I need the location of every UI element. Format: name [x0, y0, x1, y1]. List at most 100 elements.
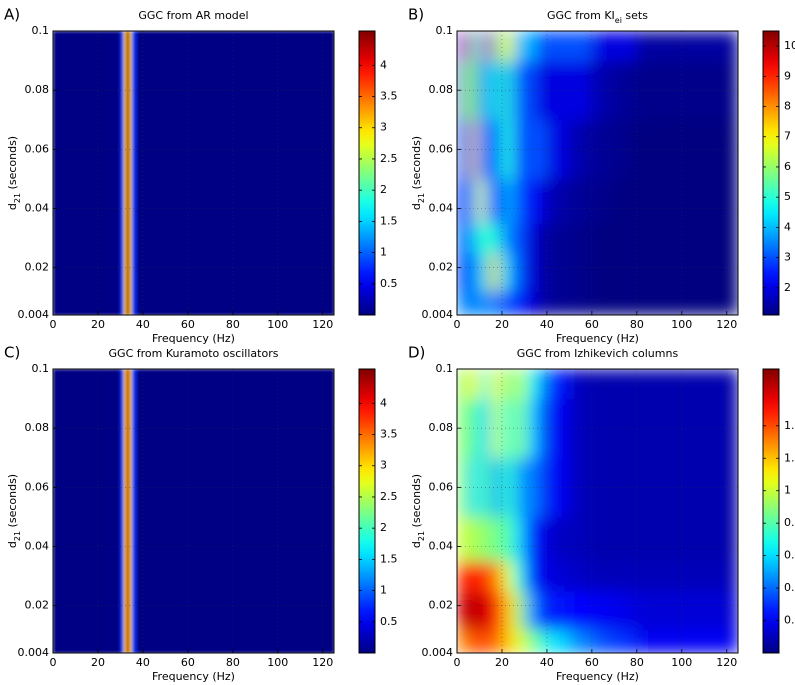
plot-frame — [52, 30, 335, 316]
heatmap-cell — [470, 31, 478, 62]
y-tick-label: 0.004 — [18, 646, 50, 659]
plot-frame — [456, 368, 739, 654]
heatmap-cell — [614, 252, 638, 292]
heatmap-cell — [614, 223, 638, 254]
colorbar-tick-label: 5 — [784, 190, 791, 203]
heatmap-cell — [470, 291, 478, 315]
heatmap-cell — [479, 561, 492, 592]
heatmap-cell — [569, 629, 593, 653]
y-tick-label: 0.06 — [429, 480, 454, 493]
heatmap-cell — [479, 590, 492, 630]
heatmap-cell — [497, 31, 505, 62]
colorbar — [763, 369, 779, 653]
heatmap-cell — [483, 119, 492, 180]
colorbar-tick-label: 2 — [784, 281, 791, 294]
y-tick-label: 0.08 — [25, 421, 50, 434]
y-tick-label: 0.08 — [25, 83, 50, 96]
heatmap-cells — [457, 369, 738, 653]
x-tick-label: 100 — [267, 656, 288, 669]
heatmap-cell — [546, 252, 570, 292]
heatmap-cell — [614, 31, 638, 62]
heatmap-cell — [468, 457, 480, 518]
heatmap-cell — [535, 590, 548, 630]
heatmap-cell — [636, 629, 738, 653]
x-tick-label: 60 — [585, 656, 599, 669]
y-axis-label-part: (seconds) — [410, 474, 423, 531]
plot-frame — [456, 30, 739, 316]
heatmap-cell — [535, 291, 548, 315]
heatmap-cell — [636, 457, 738, 518]
colorbar-tick-label: 0.5 — [380, 615, 398, 628]
heatmap-cell — [524, 31, 537, 62]
y-axis-label: d21 (seconds) — [410, 474, 426, 548]
heatmap-cell — [546, 457, 570, 518]
heatmap-cell — [614, 561, 638, 592]
heatmap-cell — [636, 398, 738, 459]
heatmap-cell — [524, 590, 537, 630]
heatmap-cell — [546, 561, 570, 592]
heatmap-cell — [614, 291, 638, 315]
heatmap-cell — [546, 119, 570, 180]
heatmap-cell — [569, 561, 593, 592]
heatmap-cell — [513, 590, 525, 630]
y-tick-label: 0.1 — [32, 362, 50, 375]
heatmap-cell — [457, 590, 469, 630]
chart-title-part: ei — [615, 16, 622, 25]
chart-title: GGC from Kuramoto oscillators — [109, 347, 279, 360]
heatmap-cell — [490, 60, 498, 121]
heatmap-image — [53, 31, 334, 315]
heatmap-cell — [524, 178, 537, 224]
heatmap-cell — [490, 398, 503, 459]
y-tick-label: 0.04 — [429, 540, 454, 553]
colorbar-tick-label: 1.4 — [784, 419, 795, 432]
heatmap-cell — [504, 60, 514, 121]
heatmap-cell — [470, 60, 478, 121]
heatmap-cell — [501, 561, 514, 592]
colorbar-tick-label: 0.2 — [784, 614, 795, 627]
colorbar-tick-label: 7 — [784, 130, 791, 143]
colorbar-tick-label: 9 — [784, 69, 791, 82]
heatmap-cell — [546, 291, 570, 315]
x-tick-label: 40 — [540, 656, 554, 669]
heatmap-cell — [457, 31, 465, 62]
heatmap-cell — [524, 252, 537, 292]
y-tick-label: 0.1 — [32, 24, 50, 37]
heatmap-cell — [591, 252, 615, 292]
y-axis-label-part: d — [6, 541, 19, 548]
heatmap-image — [53, 369, 334, 653]
heatmap-cell — [501, 398, 514, 459]
heatmap-cell — [535, 178, 548, 224]
heatmap-cell — [477, 60, 485, 121]
heatmap-cell — [569, 31, 593, 62]
colorbar-tick-label: 2 — [380, 521, 387, 534]
heatmap-cell — [131, 369, 137, 653]
heatmap-cell — [636, 516, 738, 562]
colorbar-frame — [358, 30, 376, 316]
heatmap-cells — [53, 369, 334, 653]
heatmap-cell — [479, 629, 492, 653]
heatmap-cell — [457, 561, 469, 592]
colorbar-tick-label: 2.5 — [380, 490, 398, 503]
heatmap-cell — [477, 223, 485, 254]
heatmap-cell — [490, 178, 498, 224]
heatmap-cell — [477, 291, 485, 315]
heatmap-cell — [497, 223, 505, 254]
x-axis-label: Frequency (Hz) — [556, 670, 639, 683]
heatmap-cell — [131, 31, 137, 315]
x-tick-label: 80 — [226, 656, 240, 669]
colorbar-tick-label: 10 — [784, 39, 795, 52]
x-tick-label: 60 — [181, 318, 195, 331]
y-axis-label-part: (seconds) — [6, 136, 19, 193]
heatmap-cell — [546, 398, 570, 459]
heatmap-cell — [591, 291, 615, 315]
y-tick-label: 0.004 — [18, 308, 50, 321]
heatmap-cell — [636, 291, 738, 315]
y-axis-label-part: 21 — [13, 193, 22, 203]
x-axis-label: Frequency (Hz) — [556, 332, 639, 345]
x-tick-label: 20 — [495, 656, 509, 669]
x-tick-label: 100 — [671, 318, 692, 331]
heatmap-cell — [483, 223, 492, 254]
panel-label: B) — [408, 6, 424, 24]
heatmap-cell — [457, 457, 469, 518]
y-tick-label: 0.06 — [25, 142, 50, 155]
